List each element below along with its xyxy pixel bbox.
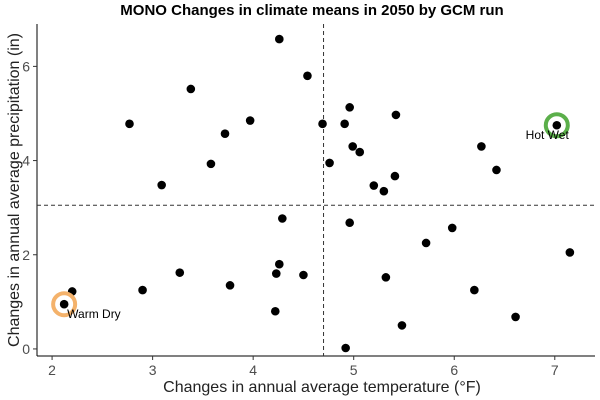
annotation-ring <box>51 291 78 318</box>
data-point <box>271 269 281 278</box>
y-tick-label: 6 <box>22 58 30 74</box>
data-point <box>447 223 457 233</box>
y-tick-label: 2 <box>22 247 30 263</box>
data-point <box>470 285 479 295</box>
data-point <box>511 312 520 322</box>
x-tick-label: 5 <box>350 362 358 378</box>
data-point <box>390 171 400 181</box>
chart-title: MONO Changes in climate means in 2050 by… <box>120 2 503 19</box>
data-point <box>325 158 334 168</box>
data-point <box>492 165 501 175</box>
x-tick-label: 6 <box>450 362 458 378</box>
annotation-label: Hot Wet <box>526 128 570 142</box>
data-point <box>379 186 389 196</box>
data-point <box>397 321 407 330</box>
data-point <box>303 71 312 81</box>
reference-lines <box>37 24 595 356</box>
data-point <box>340 119 349 129</box>
data-point <box>245 116 255 125</box>
data-point <box>275 259 284 269</box>
data-point <box>477 142 486 151</box>
data-point <box>270 306 280 316</box>
annotation-ring <box>543 112 570 139</box>
data-point <box>552 120 562 130</box>
y-tick-label: 0 <box>22 341 30 357</box>
annotations: Warm Dry Hot Wet <box>51 112 570 321</box>
x-tick-label: 3 <box>149 362 157 378</box>
data-points <box>59 34 575 353</box>
data-point <box>345 218 354 228</box>
y-axis-title: Changes in annual average precipitation … <box>6 33 23 347</box>
x-tick-label: 7 <box>551 362 559 378</box>
data-point <box>278 214 287 223</box>
data-point <box>369 181 379 190</box>
x-axis-title: Changes in annual average temperature (°… <box>163 379 481 396</box>
data-point <box>225 281 235 290</box>
data-point <box>59 299 69 309</box>
data-point <box>341 343 350 353</box>
data-point <box>186 84 196 94</box>
data-point <box>565 248 575 257</box>
data-point <box>125 119 134 129</box>
data-point <box>391 110 401 120</box>
data-point <box>275 34 284 44</box>
data-point <box>175 268 185 277</box>
x-tick-label: 2 <box>48 362 56 378</box>
data-point <box>206 159 216 169</box>
data-point <box>299 270 308 280</box>
data-point <box>318 119 327 129</box>
data-point <box>355 147 365 157</box>
data-point <box>381 273 391 282</box>
x-tick-label: 4 <box>249 362 257 378</box>
annotation-label: Warm Dry <box>67 307 121 321</box>
data-point <box>348 142 357 151</box>
y-tick-label: 4 <box>22 153 30 169</box>
data-point <box>345 103 354 112</box>
data-point <box>220 129 230 139</box>
axis-ticks: 2 3 4 5 6 7 0 2 4 6 <box>22 58 559 378</box>
data-point <box>157 180 166 190</box>
data-point <box>138 285 147 295</box>
data-point <box>421 238 431 248</box>
